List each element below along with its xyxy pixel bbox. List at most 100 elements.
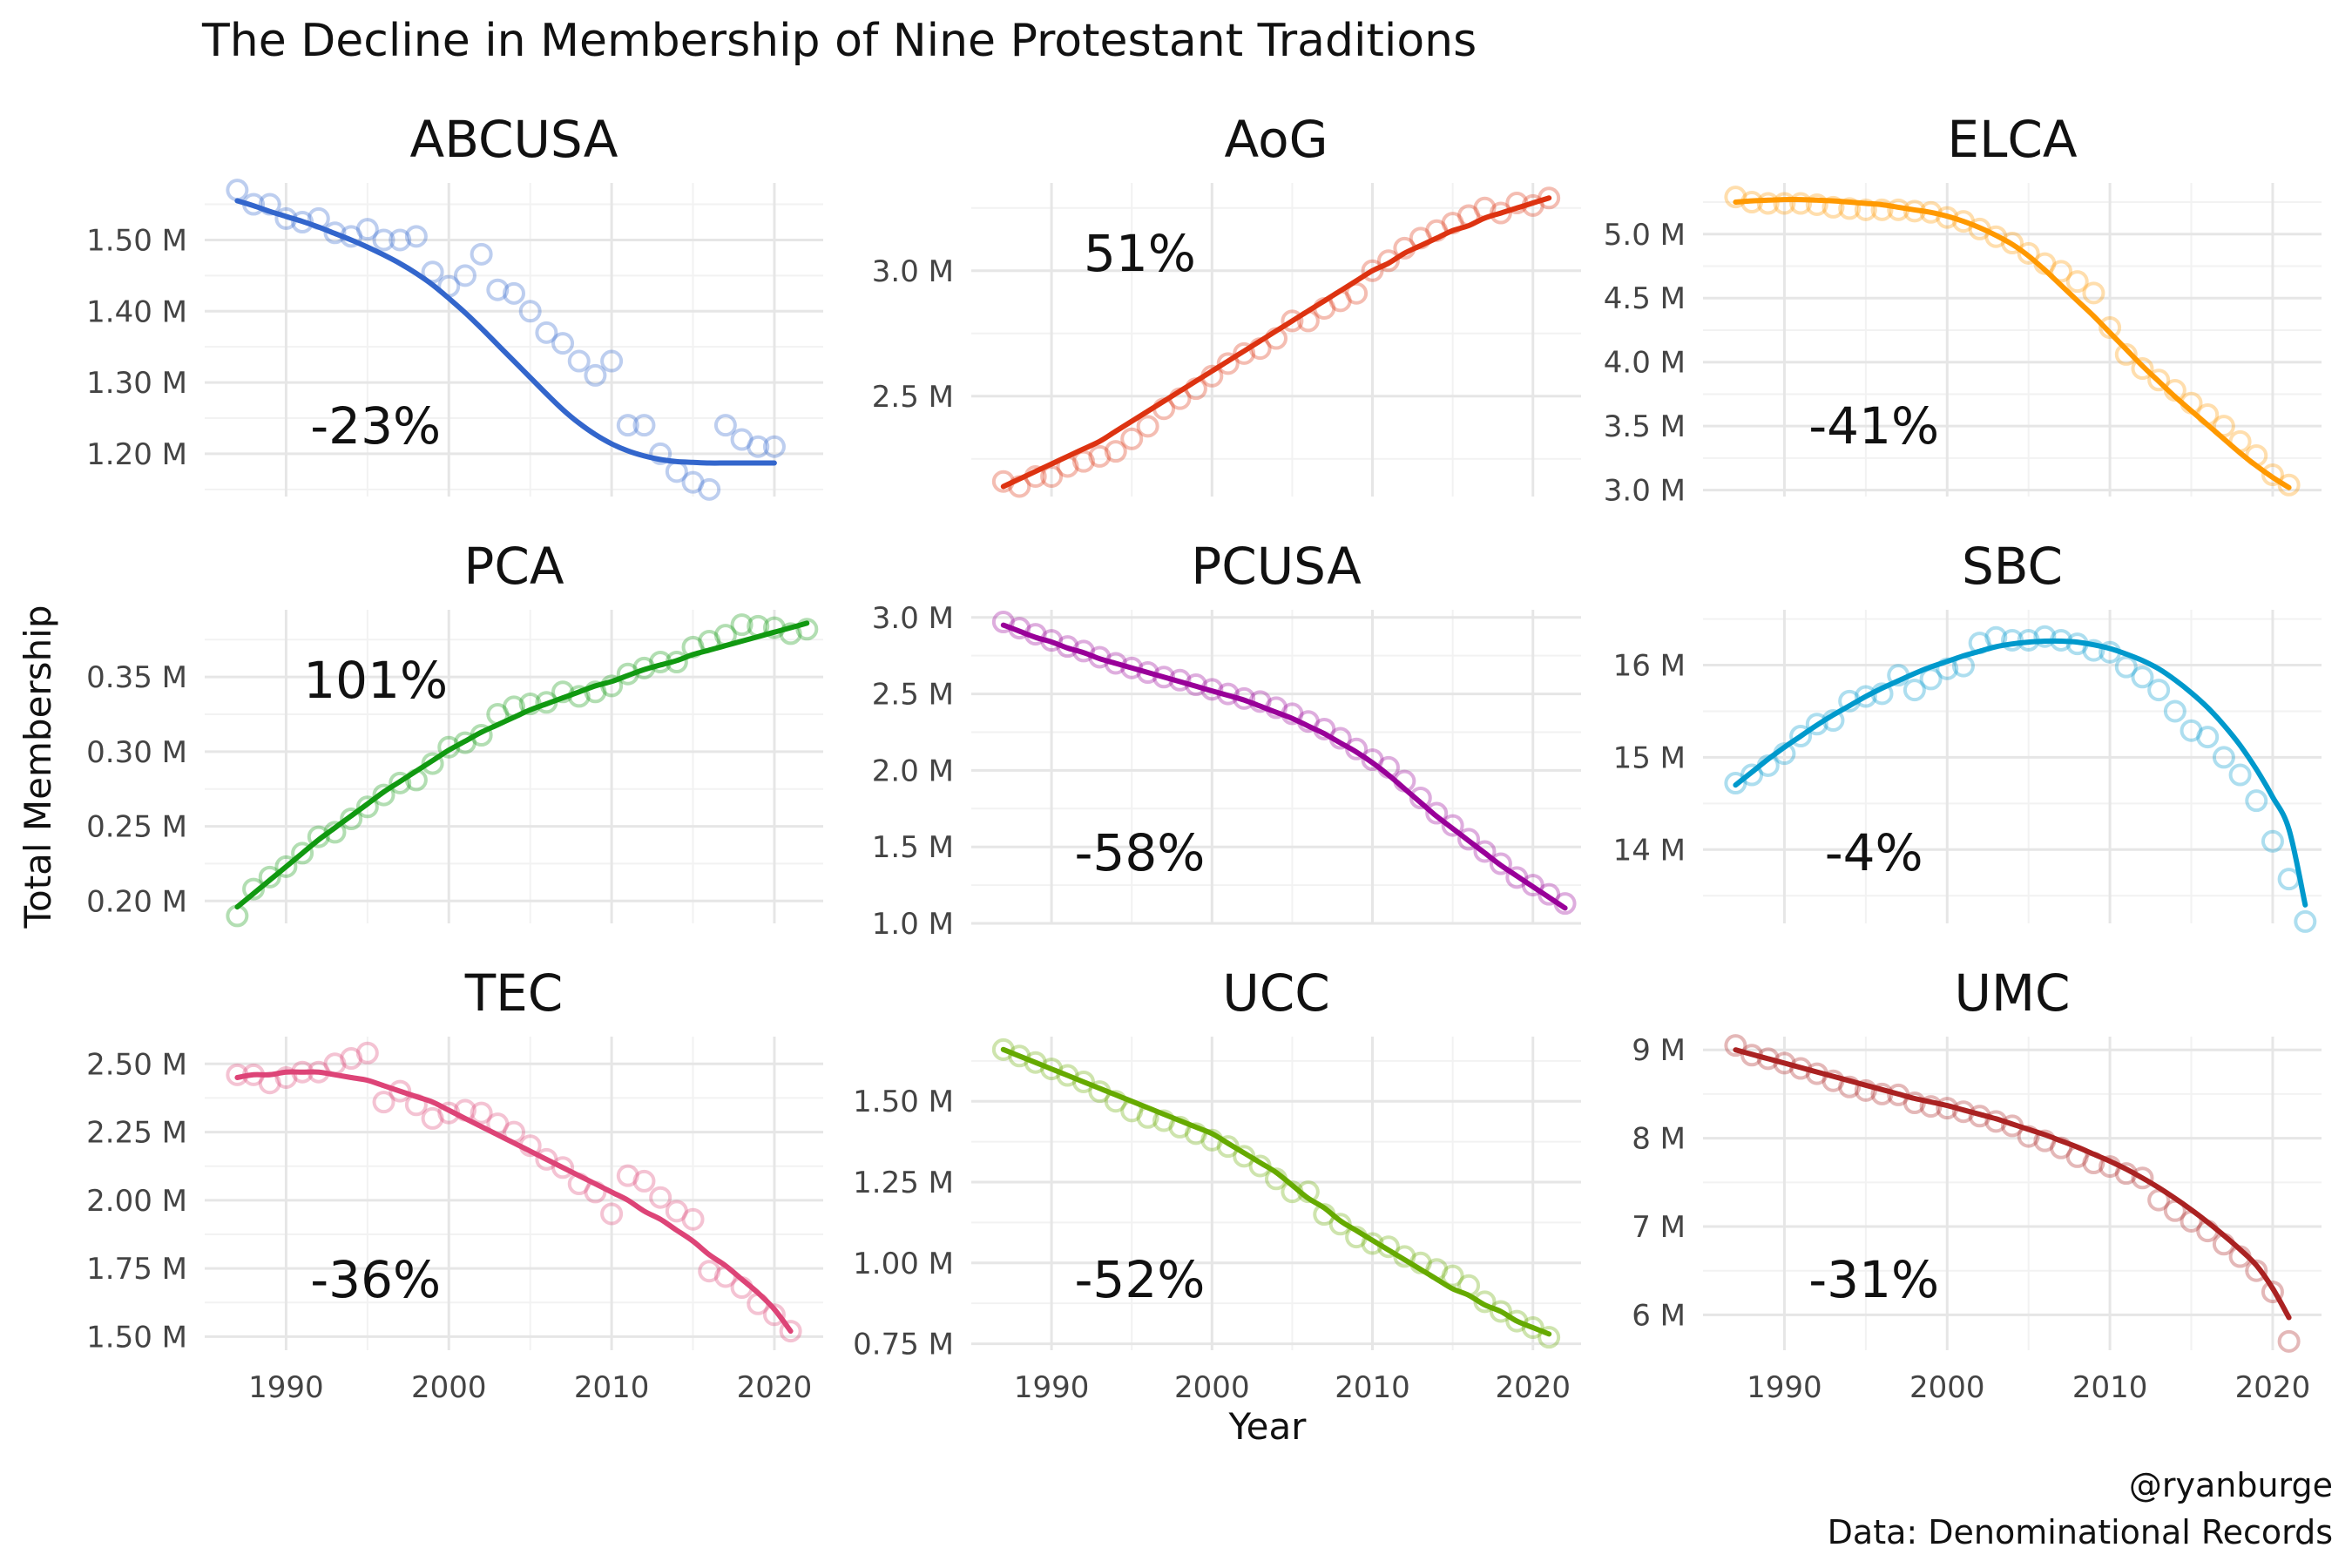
y-tick-label: 0.20 M: [86, 884, 187, 919]
data-point: [1184, 1122, 1207, 1146]
percent-change-label: -31%: [1808, 1250, 1939, 1309]
data-point: [535, 321, 558, 344]
facet-title: PCA: [463, 537, 564, 596]
data-point: [1136, 415, 1159, 438]
facet-title: TEC: [464, 963, 564, 1023]
percent-change-label: -36%: [310, 1250, 441, 1309]
facet-tec: 1.50 M 1.75 M 2.00 M 2.25 M 2.50 M 1990 2000 20…: [86, 963, 823, 1405]
data-point: [1505, 866, 1529, 889]
facet-title: SBC: [1962, 537, 2063, 596]
y-tick-label: 2.50 M: [86, 1047, 187, 1082]
y-tick-label: 1.0 M: [872, 907, 954, 942]
data-point: [2277, 868, 2301, 891]
data-point: [2131, 357, 2154, 381]
percent-change-label: -4%: [1825, 823, 1923, 882]
data-point: [1120, 427, 1144, 450]
data-point: [1854, 198, 1877, 221]
data-point: [1008, 1044, 1031, 1068]
data-point: [2099, 316, 2122, 340]
data-point: [307, 825, 330, 848]
data-point: [991, 611, 1015, 634]
data-point: [1805, 193, 1828, 216]
facet-title: AoG: [1224, 110, 1328, 169]
data-point: [698, 1260, 721, 1283]
data-point: [274, 1065, 298, 1089]
y-tick-label: 2.00 M: [86, 1184, 187, 1219]
percent-change-label: -23%: [310, 396, 441, 456]
data-point: [616, 414, 639, 437]
percent-change-label: 101%: [303, 651, 448, 710]
data-point: [1024, 1051, 1047, 1074]
data-point: [2277, 473, 2301, 497]
data-point: [2114, 342, 2138, 366]
data-point: [1805, 713, 1828, 736]
data-point: [372, 228, 395, 252]
percent-change-label: -52%: [1074, 1250, 1205, 1309]
data-point: [2131, 1166, 2154, 1190]
data-point: [2082, 281, 2105, 305]
data-point: [2163, 700, 2186, 723]
data-point: [372, 783, 395, 807]
data-point: [1152, 666, 1176, 689]
y-tick-label: 1.00 M: [853, 1247, 954, 1281]
data-point: [1854, 685, 1877, 708]
data-point: [1505, 1309, 1529, 1333]
facet-ucc: 0.75 M 1.00 M 1.25 M 1.50 M 1990 2000 2010 2020…: [853, 963, 1581, 1405]
data-point: [453, 731, 476, 754]
data-point: [2033, 625, 2057, 648]
data-point: [1724, 772, 1747, 795]
x-tick-label: 2000: [1909, 1370, 1985, 1405]
data-point: [1441, 814, 1464, 837]
data-point: [503, 281, 525, 305]
facet-abcusa: 1.20 M 1.30 M 1.40 M 1.50 M ABCUSA -23%: [86, 110, 823, 501]
data-point: [1136, 661, 1159, 684]
data-point: [1773, 192, 1796, 215]
data-point: [1521, 874, 1544, 897]
data-point: [1724, 1034, 1747, 1058]
y-tick-label: 1.50 M: [853, 1085, 954, 1119]
data-point: [2147, 368, 2171, 392]
data-point: [1120, 656, 1144, 679]
facet-title: UMC: [1955, 963, 2071, 1023]
caption-handle: @ryanburge: [2129, 1466, 2333, 1504]
data-point: [600, 349, 624, 373]
facet-grid: 1.20 M 1.30 M 1.40 M 1.50 M ABCUSA -23% 2.5 M 3…: [86, 110, 2322, 1405]
trend-line: [1733, 638, 2308, 908]
data-point: [535, 1147, 558, 1171]
data-point: [274, 855, 298, 878]
data-point: [1838, 197, 1862, 220]
data-point: [567, 349, 591, 373]
x-tick-label: 1990: [1014, 1370, 1090, 1405]
y-tick-label: 15 M: [1613, 740, 1686, 775]
data-point: [779, 1320, 802, 1343]
data-point: [1951, 210, 1975, 233]
x-axis-label: Year: [1228, 1405, 1308, 1448]
y-tick-label: 1.5 M: [872, 830, 954, 865]
data-point: [2065, 270, 2089, 294]
data-point: [1281, 309, 1304, 333]
data-point: [2212, 746, 2235, 769]
data-point: [1425, 801, 1449, 825]
data-point: [1821, 195, 1845, 219]
data-point: [421, 752, 444, 775]
data-point: [1984, 225, 2008, 248]
data-point: [1104, 440, 1127, 463]
data-point: [1409, 787, 1432, 809]
data-point: [551, 332, 575, 355]
data-point: [1489, 201, 1512, 225]
y-tick-label: 0.30 M: [86, 735, 187, 770]
x-tick-label: 2020: [2235, 1370, 2311, 1405]
data-point: [1233, 341, 1256, 365]
data-point: [713, 414, 737, 437]
y-tick-label: 0.25 M: [86, 810, 187, 845]
data-point: [323, 221, 347, 245]
data-point: [453, 264, 476, 287]
data-point: [991, 1037, 1015, 1061]
facet-title: ELCA: [1947, 110, 2077, 169]
data-point: [681, 470, 705, 494]
facet-title: PCUSA: [1191, 537, 1362, 596]
y-tick-label: 3.0 M: [1604, 474, 1686, 509]
y-tick-label: 1.50 M: [86, 223, 187, 258]
data-point: [1740, 763, 1764, 787]
